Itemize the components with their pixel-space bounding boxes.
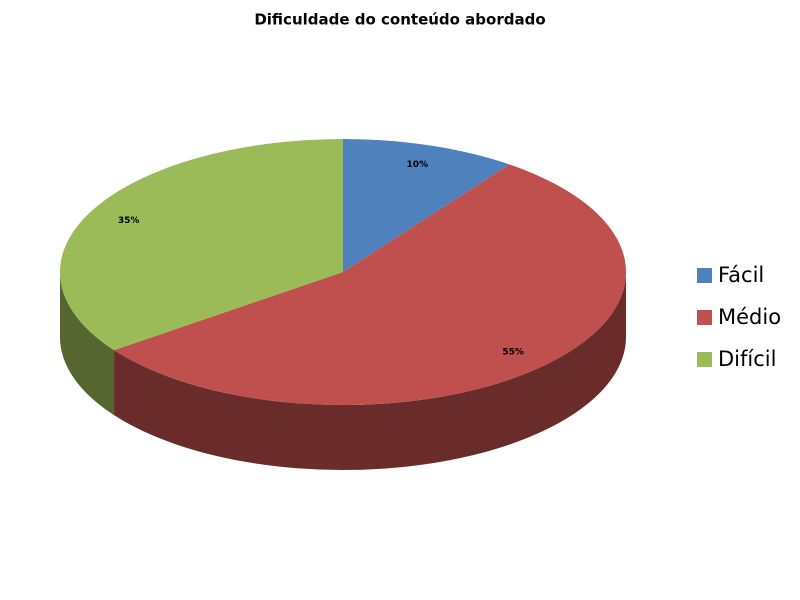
slice xyxy=(114,164,626,405)
slice xyxy=(60,139,344,351)
legend-label: Médio xyxy=(718,305,781,329)
legend-label: Difícil xyxy=(718,347,776,371)
legend-swatch xyxy=(697,310,712,325)
chart-title: Dificuldade do conteúdo abordado xyxy=(254,11,545,29)
slice-side xyxy=(60,272,115,416)
legend-swatch xyxy=(697,352,712,367)
slice xyxy=(343,139,510,272)
legend-swatch xyxy=(697,268,712,283)
value-label: 10% xyxy=(407,160,429,170)
value-label: 35% xyxy=(118,216,140,226)
slice-side xyxy=(114,272,626,471)
value-label: 55% xyxy=(502,347,524,357)
legend-label: Fácil xyxy=(718,263,764,287)
